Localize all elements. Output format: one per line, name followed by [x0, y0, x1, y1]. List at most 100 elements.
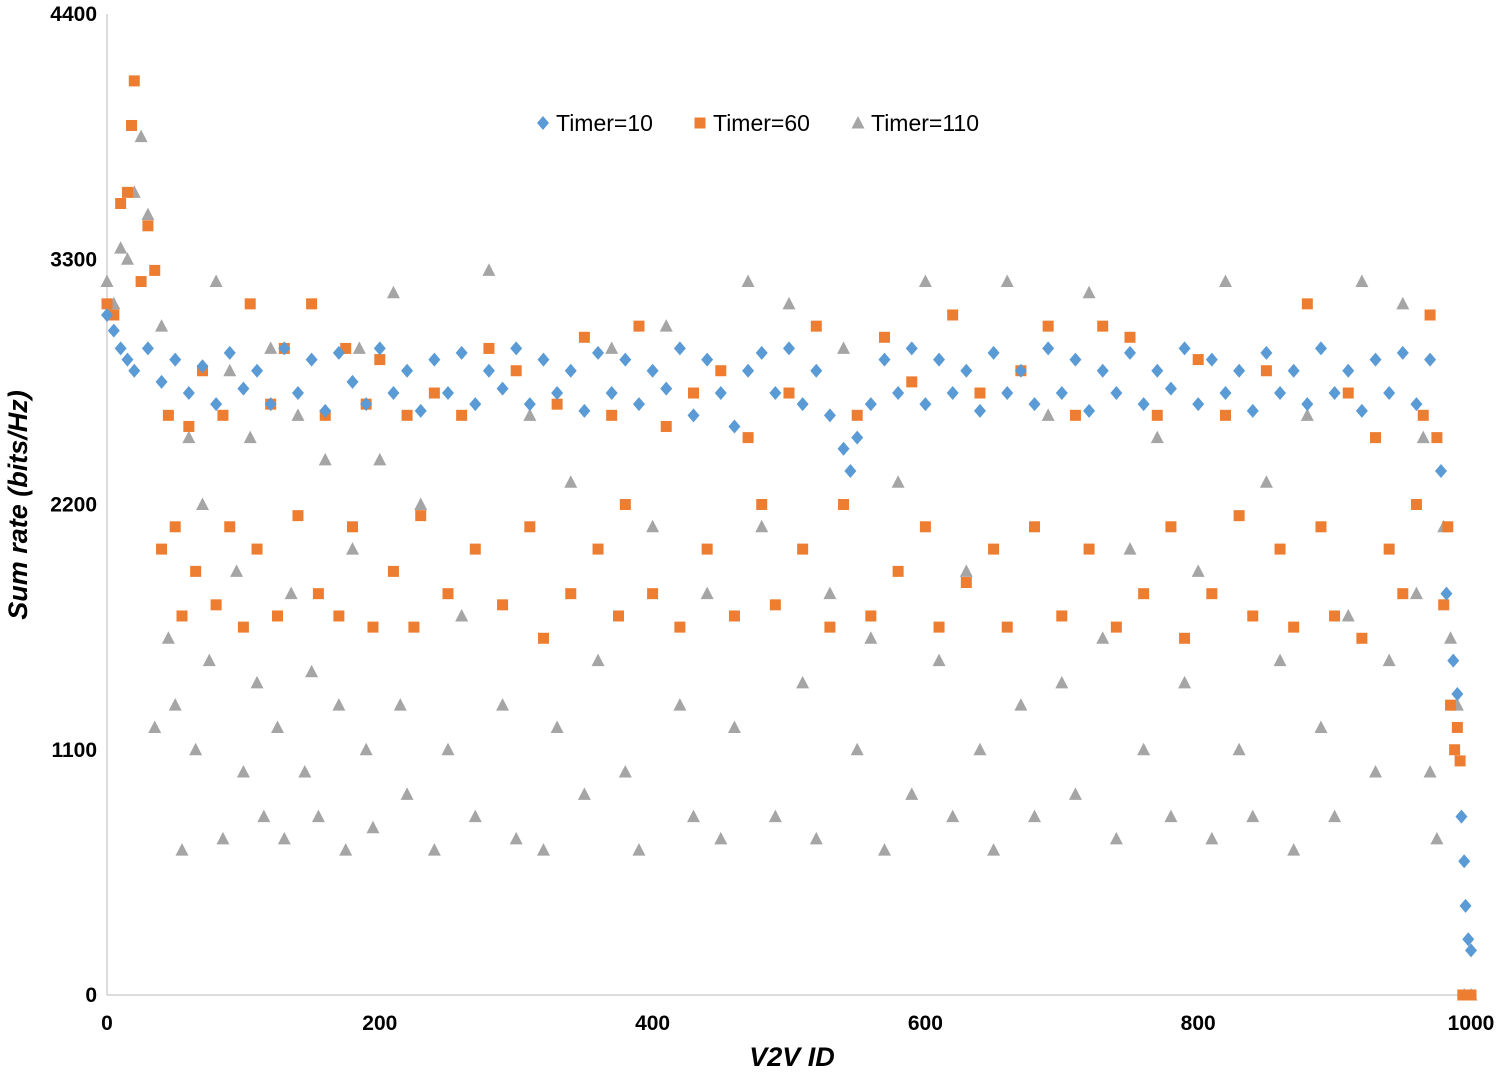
data-point: [1041, 408, 1055, 421]
data-point: [1328, 809, 1342, 823]
data-point: [755, 345, 768, 360]
data-point: [660, 381, 673, 396]
data-point: [1396, 345, 1409, 360]
data-point: [1192, 354, 1204, 366]
data-point: [340, 342, 352, 354]
data-point: [1431, 432, 1443, 444]
data-point: [1273, 653, 1287, 667]
x-tick-label: 1000: [1448, 1012, 1495, 1035]
data-point: [1423, 765, 1437, 778]
data-point: [468, 809, 482, 823]
data-point: [360, 397, 373, 412]
data-point: [850, 742, 864, 756]
data-point: [196, 359, 209, 374]
data-point: [618, 765, 632, 778]
data-point: [1287, 843, 1301, 856]
data-point: [688, 387, 700, 399]
series-triangle: [100, 129, 1478, 1001]
data-point: [947, 309, 959, 321]
data-point: [176, 610, 188, 622]
data-point: [523, 397, 536, 412]
data-point: [496, 381, 509, 396]
data-point: [401, 363, 414, 378]
legend-item: Timer=110: [851, 110, 979, 136]
data-point: [1028, 397, 1041, 412]
data-point: [536, 843, 550, 856]
data-point: [298, 765, 312, 778]
data-point: [1246, 809, 1260, 823]
data-point: [415, 510, 427, 522]
data-point: [877, 843, 891, 856]
data-point: [987, 345, 1000, 360]
data-point: [797, 543, 809, 555]
data-point: [482, 263, 496, 276]
data-point: [312, 588, 324, 600]
data-point: [414, 403, 427, 418]
data-point: [632, 397, 645, 412]
data-point: [1396, 296, 1410, 310]
data-point: [134, 129, 148, 143]
data-point: [318, 452, 332, 466]
data-point: [1442, 521, 1454, 533]
data-point: [565, 588, 577, 600]
data-point: [851, 409, 863, 421]
data-point: [115, 198, 127, 210]
data-point: [905, 341, 918, 356]
data-point: [216, 831, 230, 845]
data-point: [135, 276, 147, 288]
data-point: [305, 352, 318, 367]
data-point: [1462, 932, 1475, 947]
data-point: [455, 345, 468, 360]
data-point: [1458, 854, 1471, 869]
data-point: [592, 543, 604, 555]
data-point: [1438, 599, 1450, 611]
data-point: [851, 430, 864, 445]
legend-triangle-icon: [851, 116, 865, 129]
data-point: [319, 403, 332, 418]
data-point: [701, 543, 713, 555]
data-point: [1444, 631, 1458, 644]
data-point: [1068, 787, 1082, 800]
data-point: [1274, 386, 1287, 401]
data-point: [1260, 365, 1272, 377]
data-point: [1459, 898, 1472, 913]
data-point: [1014, 363, 1027, 378]
data-point: [564, 475, 578, 488]
data-point: [865, 610, 877, 622]
data-point: [386, 285, 400, 299]
data-point: [578, 403, 591, 418]
data-point: [578, 331, 590, 343]
data-point: [121, 186, 133, 198]
x-tick-label: 800: [1181, 1012, 1216, 1035]
data-point: [1205, 831, 1219, 845]
data-point: [414, 497, 428, 510]
data-point: [182, 430, 196, 444]
axes: 0 200 400 600 800 1000 0 1100 2200 3300 4400: [50, 3, 1494, 1035]
data-point: [224, 521, 236, 533]
data-point: [1083, 543, 1095, 555]
data-point: [564, 363, 577, 378]
data-point: [237, 381, 250, 396]
data-point: [1218, 274, 1232, 288]
data-point: [537, 352, 550, 367]
data-point: [673, 698, 687, 711]
data-point: [264, 341, 278, 354]
data-point: [509, 831, 523, 845]
y-tick-label: 4400: [50, 3, 97, 26]
data-point: [305, 664, 319, 678]
data-point: [1055, 675, 1069, 689]
data-point: [796, 675, 810, 689]
data-point: [374, 354, 386, 366]
data-point: [1424, 352, 1437, 367]
data-point: [1274, 543, 1286, 555]
legend: Timer=10 Timer=60 Timer=110: [537, 110, 979, 136]
data-point: [1397, 588, 1409, 600]
data-point: [1029, 521, 1041, 533]
data-point: [1069, 409, 1081, 421]
data-point: [1056, 610, 1068, 622]
data-point: [1383, 543, 1395, 555]
data-point: [647, 588, 659, 600]
data-point: [1247, 610, 1259, 622]
data-point: [291, 408, 305, 421]
data-point: [346, 542, 360, 555]
